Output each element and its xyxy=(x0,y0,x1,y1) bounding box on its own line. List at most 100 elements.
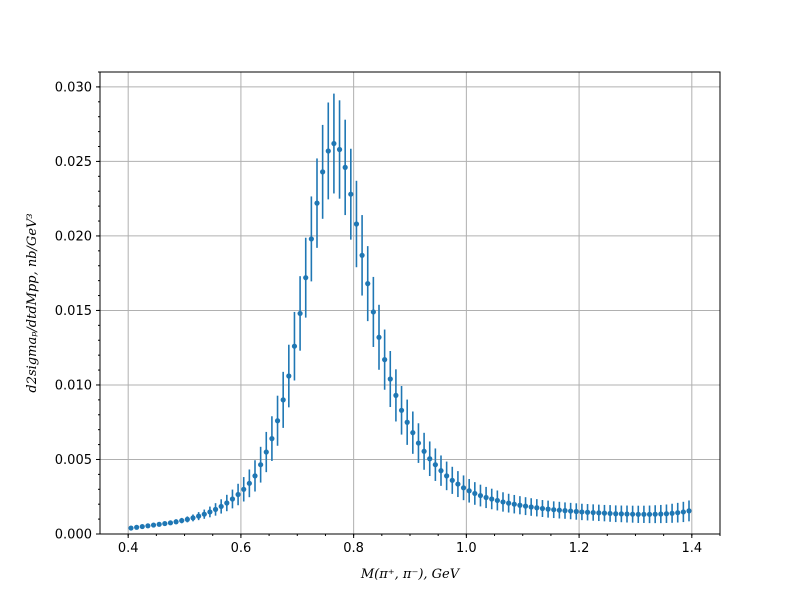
data-point xyxy=(522,503,529,509)
data-point xyxy=(258,462,264,468)
data-point xyxy=(162,520,168,527)
data-point xyxy=(455,481,461,487)
data-point xyxy=(207,509,213,515)
data-point xyxy=(601,510,608,516)
data-point xyxy=(286,373,292,379)
data-point xyxy=(404,419,410,425)
y-tick-label: 0.005 xyxy=(55,453,92,468)
data-point xyxy=(494,497,500,504)
data-point xyxy=(477,492,484,499)
y-tick-label: 0.025 xyxy=(55,155,92,170)
data-point xyxy=(579,509,585,515)
data-point xyxy=(235,491,241,498)
data-point xyxy=(635,511,641,517)
data-point xyxy=(190,515,196,521)
data-point xyxy=(466,488,472,494)
data-point xyxy=(320,169,326,175)
x-axis-label: M(π⁺, π⁻), GeV xyxy=(360,567,461,582)
data-point xyxy=(331,140,337,147)
data-point xyxy=(303,275,309,281)
data-point xyxy=(573,508,579,515)
y-axis-ticks: 0.000 0.005 0.010 0.015 0.020 0.025 0.030 xyxy=(55,80,100,543)
data-point xyxy=(382,357,388,363)
data-point xyxy=(252,473,258,479)
data-point xyxy=(658,511,664,517)
axes-frame xyxy=(99,71,721,535)
data-point xyxy=(686,508,692,514)
data-point xyxy=(167,520,174,526)
data-point xyxy=(387,376,393,382)
data-point xyxy=(460,485,467,491)
data-point xyxy=(483,494,489,501)
data-point xyxy=(241,486,247,492)
data-point xyxy=(342,164,348,170)
data-point xyxy=(500,499,506,505)
data-point xyxy=(229,496,236,502)
data-point xyxy=(472,490,478,497)
data-point xyxy=(528,504,534,510)
data-point xyxy=(630,511,636,517)
y-axis-label: d2sigmaₚ/dtdMpp, nb/GeV³ xyxy=(25,213,40,392)
data-point xyxy=(376,334,382,340)
data-point xyxy=(551,507,557,513)
data-point xyxy=(517,502,523,508)
data-point xyxy=(336,146,343,153)
data-point xyxy=(596,510,602,516)
data-point xyxy=(675,510,681,516)
y-tick-label: 0.020 xyxy=(55,229,92,244)
data-point xyxy=(218,503,224,510)
data-point xyxy=(246,480,252,486)
data-point xyxy=(613,511,619,517)
data-point xyxy=(568,508,574,514)
data-point xyxy=(556,507,562,513)
data-point xyxy=(641,511,647,517)
data-point xyxy=(393,392,399,398)
y-tick-label: 0.010 xyxy=(55,378,92,393)
data-point xyxy=(669,510,675,516)
data-point xyxy=(444,473,450,479)
data-point xyxy=(432,462,438,468)
data-point xyxy=(139,523,145,530)
data-point xyxy=(607,510,613,517)
x-tick-label: 0.8 xyxy=(343,541,364,556)
data-point xyxy=(314,200,320,206)
data-point xyxy=(562,508,568,514)
data-point xyxy=(489,496,495,502)
data-point xyxy=(624,511,630,517)
data-point xyxy=(353,221,360,227)
data-point xyxy=(145,523,151,529)
x-axis-ticks: 0.4 0.6 0.8 1.0 1.2 1.4 xyxy=(118,534,702,556)
data-point xyxy=(511,501,517,507)
data-point xyxy=(646,511,653,517)
data-point xyxy=(297,310,303,317)
data-point xyxy=(652,511,658,517)
data-point xyxy=(280,397,286,403)
data-point xyxy=(184,516,190,522)
y-tick-label: 0.000 xyxy=(55,528,92,543)
data-point xyxy=(274,418,281,424)
data-point xyxy=(545,506,551,512)
x-tick-label: 1.2 xyxy=(569,541,590,556)
data-point xyxy=(410,430,416,436)
data-point xyxy=(398,407,405,413)
data-point xyxy=(365,281,371,287)
y-tick-label: 0.015 xyxy=(55,304,92,319)
data-point xyxy=(534,505,540,511)
data-points xyxy=(128,93,692,531)
data-point xyxy=(539,505,546,512)
data-point xyxy=(156,521,162,527)
data-point xyxy=(449,477,455,483)
data-point xyxy=(590,509,596,516)
data-point xyxy=(359,252,365,258)
data-point xyxy=(427,456,433,462)
y-tick-label: 0.030 xyxy=(55,80,92,95)
data-point xyxy=(201,511,207,517)
data-point xyxy=(663,511,670,517)
data-point xyxy=(150,522,157,528)
data-point xyxy=(308,236,314,242)
data-point xyxy=(291,343,298,349)
data-point xyxy=(224,500,230,506)
x-tick-label: 1.4 xyxy=(681,541,702,556)
